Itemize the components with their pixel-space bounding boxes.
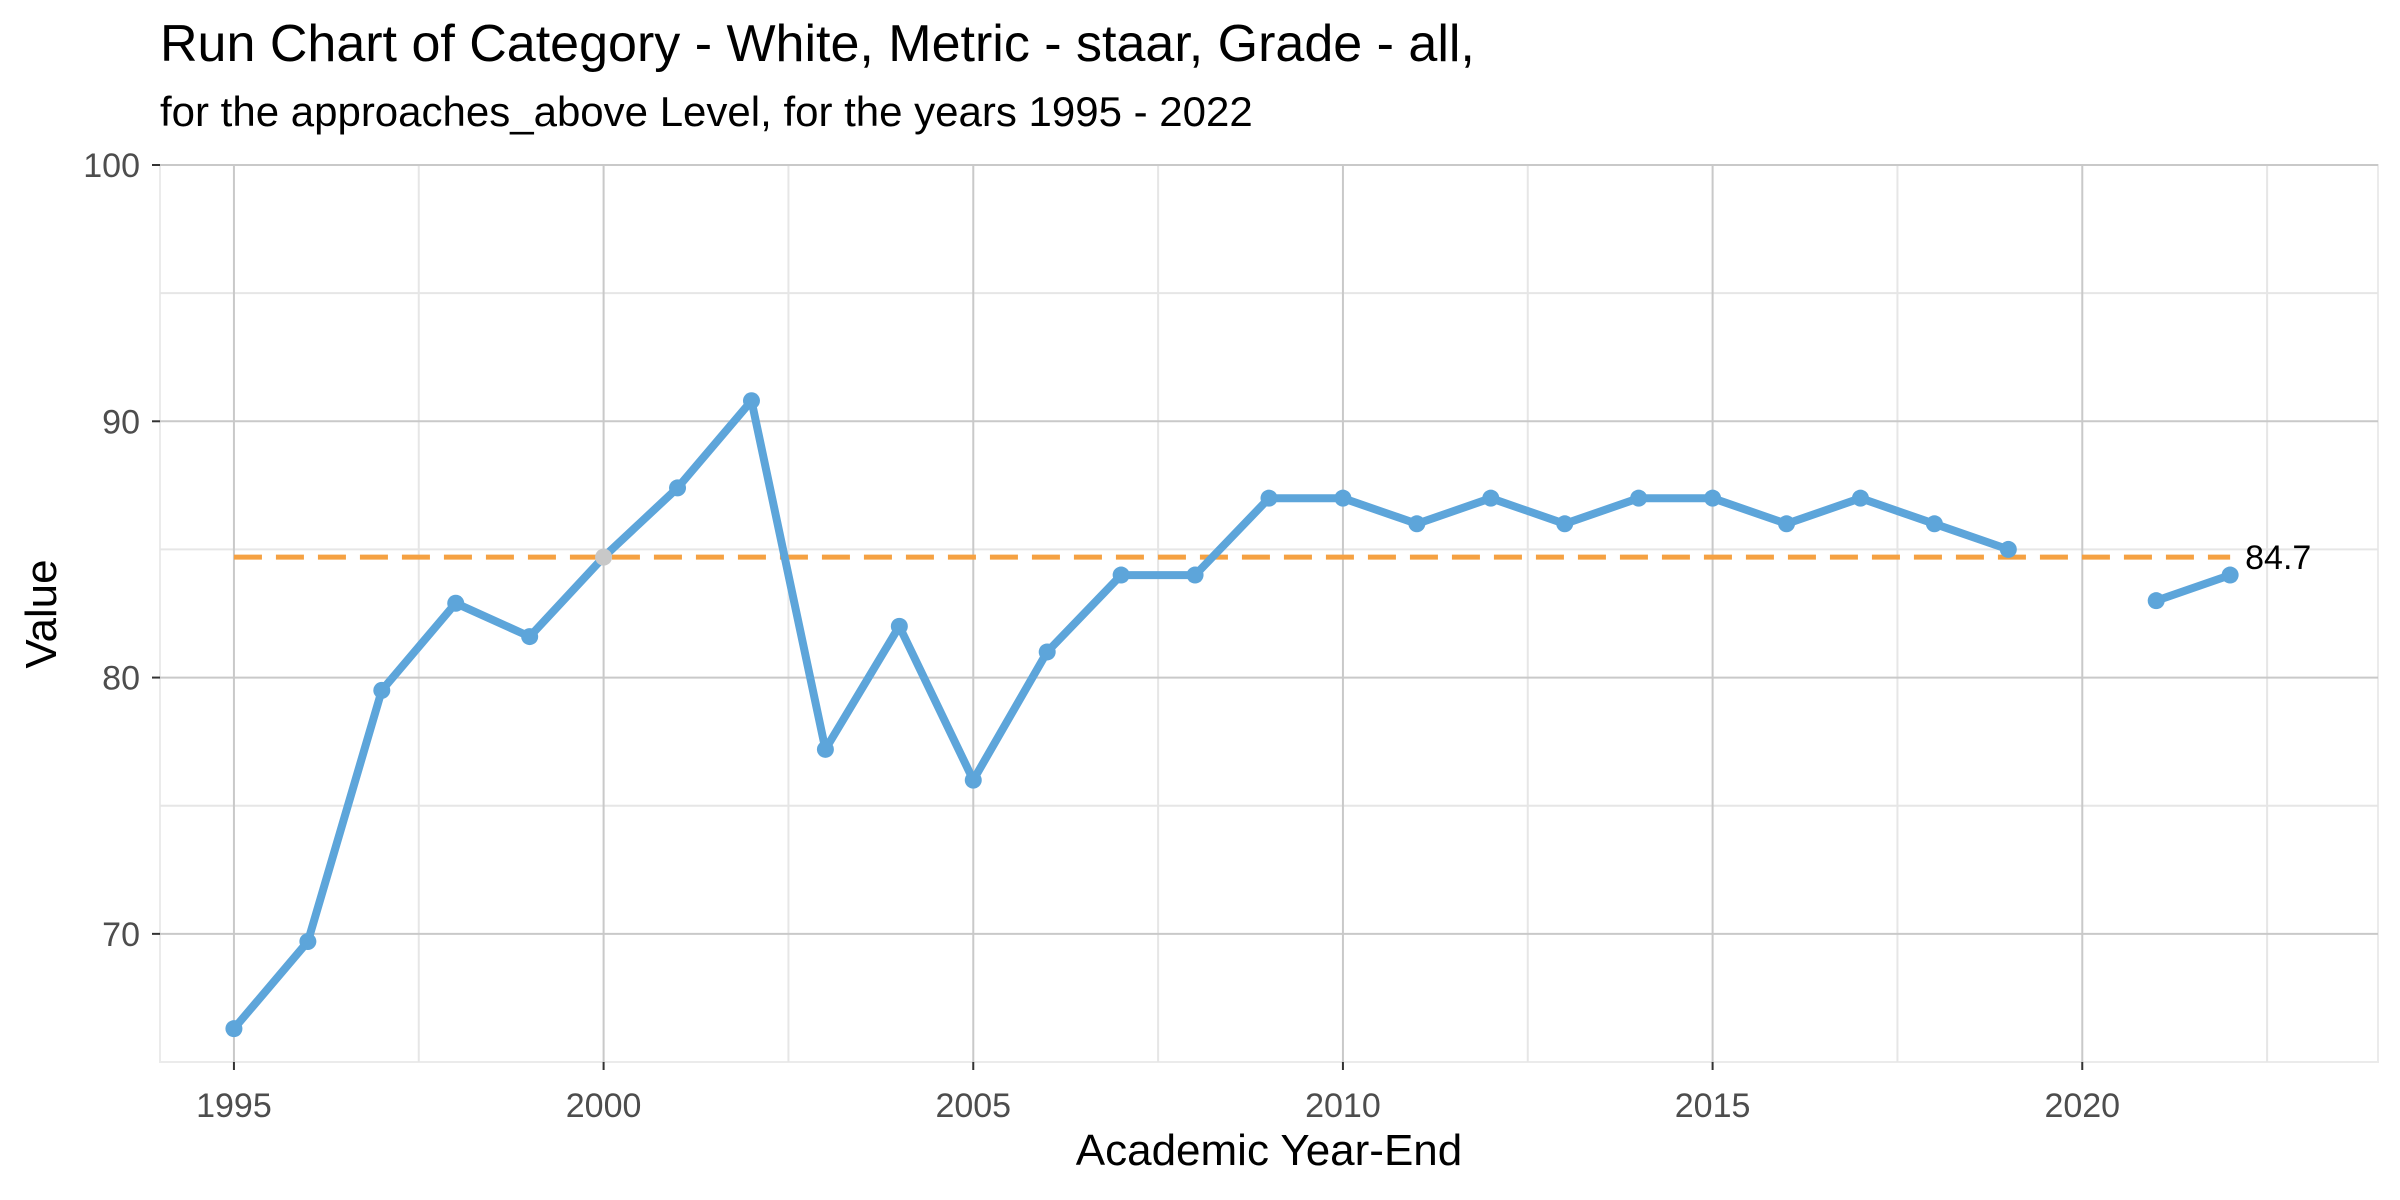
data-point xyxy=(299,933,317,951)
data-point xyxy=(595,548,613,566)
y-tick-label: 70 xyxy=(102,916,140,954)
x-tick-label: 2015 xyxy=(1675,1087,1751,1125)
data-point xyxy=(1038,643,1056,661)
y-tick-label: 80 xyxy=(102,660,140,698)
data-point xyxy=(1334,489,1352,507)
y-axis-title: Value xyxy=(17,559,66,668)
series-line xyxy=(2152,571,2235,605)
data-point xyxy=(2221,566,2239,584)
y-tick-label: 90 xyxy=(102,403,140,441)
data-point xyxy=(742,392,760,410)
axis-tick-labels: 1995 2000 2005 2010 2015 2020 70 80 90 100 xyxy=(83,147,2120,1125)
x-tick-label: 2020 xyxy=(2044,1087,2120,1125)
data-point xyxy=(1556,515,1574,533)
data-point xyxy=(1260,489,1278,507)
reference-line-label: 84.7 xyxy=(2245,539,2311,577)
data-point xyxy=(964,771,982,789)
data-point xyxy=(1186,566,1204,584)
y-tick-label: 100 xyxy=(83,147,140,185)
data-point xyxy=(1630,489,1648,507)
points-layer xyxy=(225,392,2239,1038)
plot-panel-border xyxy=(159,164,2379,1063)
x-tick-label: 2005 xyxy=(935,1087,1011,1125)
x-tick-label: 2000 xyxy=(566,1087,642,1125)
data-point xyxy=(2147,592,2165,610)
data-point xyxy=(1112,566,1130,584)
x-tick-label: 1995 xyxy=(196,1087,272,1125)
chart-title: Run Chart of Category - White, Metric - … xyxy=(160,15,1475,73)
x-tick-label: 2010 xyxy=(1305,1087,1381,1125)
data-point xyxy=(1925,515,1943,533)
data-point xyxy=(1704,489,1722,507)
data-point xyxy=(890,617,908,635)
reference-layer: 84.7 xyxy=(233,539,2311,577)
data-point xyxy=(521,628,539,646)
data-point xyxy=(1482,489,1500,507)
data-point xyxy=(669,479,687,497)
x-axis-title: Academic Year-End xyxy=(1076,1126,1462,1175)
data-point xyxy=(373,681,391,699)
chart-subtitle: for the approaches_above Level, for the … xyxy=(160,88,1253,135)
grid-lines xyxy=(160,164,2378,1062)
data-point xyxy=(225,1020,243,1038)
data-point xyxy=(1999,540,2017,558)
data-point xyxy=(816,740,834,758)
data-point xyxy=(1408,515,1426,533)
data-point xyxy=(1778,515,1796,533)
data-point xyxy=(447,594,465,612)
data-point xyxy=(1851,489,1869,507)
